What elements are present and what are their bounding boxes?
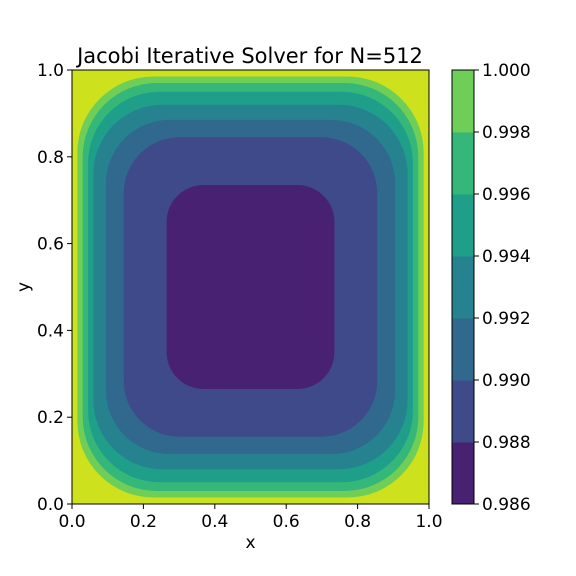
colorbar-tick-label: 0.998 [482,123,531,143]
y-tick-label: 1.0 [37,61,64,81]
x-axis: 0.0 0.2 0.4 0.6 0.8 1.0 [58,504,443,532]
y-tick-label: 0.0 [37,495,64,515]
contour-level-0 [166,185,335,389]
colorbar-cell [452,318,474,381]
colorbar-frame [451,69,475,505]
plot-frame [71,69,430,505]
y-axis: 0.0 0.2 0.4 0.6 0.8 1.0 [37,61,72,515]
y-tick-label: 0.6 [37,235,64,255]
colorbar-cell [452,70,474,133]
y-axis-label: y [14,282,34,292]
colorbar-cells [452,70,474,505]
colorbar-tick-label: 0.996 [482,185,531,205]
y-tick-label: 0.4 [37,321,64,341]
x-tick-label: 1.0 [415,512,442,532]
colorbar-tick-label: 0.988 [482,433,531,453]
contour-fills [72,70,429,504]
x-tick-label: 0.0 [58,512,85,532]
chart-title: Jacobi Iterative Solver for N=512 [75,44,423,68]
colorbar-cell [452,194,474,257]
x-tick-label: 0.6 [273,512,300,532]
colorbar-tick-label: 0.994 [482,247,531,267]
x-tick-label: 0.2 [130,512,157,532]
colorbar-tick-label: 0.990 [482,371,531,391]
x-tick-label: 0.8 [344,512,371,532]
x-axis-label: x [245,533,255,553]
x-tick-label: 0.4 [201,512,228,532]
y-tick-label: 0.2 [37,408,64,428]
plot-area [71,69,430,505]
colorbar-tick-label: 1.000 [482,61,531,81]
colorbar-cell [452,256,474,319]
colorbar: 0.986 0.988 0.990 0.992 0.994 0.996 0.998 1.000 [451,61,531,515]
colorbar-cell [452,442,474,505]
colorbar-tick-label: 0.992 [482,309,531,329]
colorbar-cell [452,132,474,195]
colorbar-cell [452,380,474,443]
colorbar-tick-label: 0.986 [482,495,531,515]
y-tick-label: 0.8 [37,148,64,168]
colorbar-ticks: 0.986 0.988 0.990 0.992 0.994 0.996 0.998 1.000 [474,61,531,515]
